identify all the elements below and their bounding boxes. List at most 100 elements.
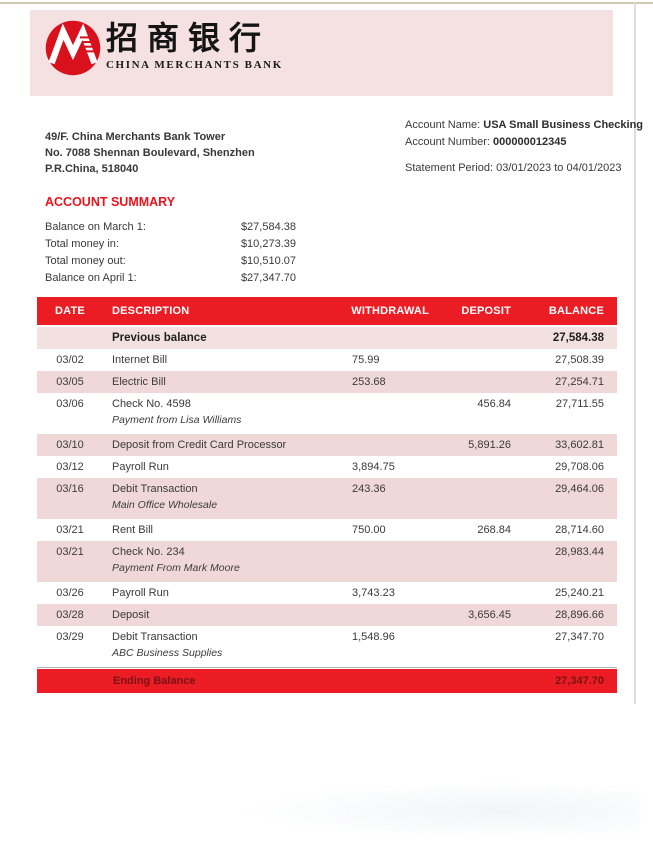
summary-row: Total money in: $10,273.39 <box>45 236 296 253</box>
table-row: 03/21 Check No. 234 Payment From Mark Mo… <box>37 541 617 582</box>
cell-withdrawal: 750.00 <box>352 524 386 536</box>
cell-deposit <box>437 478 515 519</box>
cell-deposit <box>437 582 515 604</box>
cell-date: 03/05 <box>56 376 84 388</box>
cell-withdrawal: 253.68 <box>352 376 386 388</box>
previous-balance-value: 27,584.38 <box>552 332 604 344</box>
cell-withdrawal <box>345 434 437 456</box>
page-top-border <box>0 2 653 4</box>
cell-description: Deposit <box>112 609 150 621</box>
cell-balance: 28,983.44 <box>555 546 604 558</box>
cell-deposit <box>437 456 515 478</box>
account-summary: Balance on March 1: $27,584.38 Total mon… <box>45 219 296 287</box>
transactions-table: DATE DESCRIPTION WITHDRAWAL DEPOSIT BALA… <box>37 297 617 668</box>
cell-description-note: ABC Business Supplies <box>112 647 223 659</box>
cell-withdrawal <box>345 541 437 582</box>
cmb-logo-icon <box>45 20 101 76</box>
bank-name-chinese: 招商银行 <box>106 19 271 57</box>
header-deposit: DEPOSIT <box>437 297 515 327</box>
summary-label: Total money in: <box>45 238 119 250</box>
cell-balance: 28,714.60 <box>555 524 604 536</box>
cell-description: Debit Transaction <box>112 483 198 495</box>
account-name-value: USA Small Business Checking <box>483 119 644 131</box>
address-line: P.R.China, 518040 <box>45 163 139 175</box>
cell-date: 03/16 <box>56 483 84 495</box>
bank-names: 招商银行 CHINA MERCHANTS BANK <box>106 20 283 71</box>
ending-balance-value: 27,347.70 <box>555 675 604 687</box>
cell-withdrawal: 243.36 <box>352 483 386 495</box>
table-row: 03/05 Electric Bill 253.68 27,254.71 <box>37 371 617 393</box>
cell-withdrawal <box>345 393 437 434</box>
cell-description-note: Main Office Wholesale <box>112 499 218 511</box>
account-number-value: 000000012345 <box>493 135 567 148</box>
statement-period-value: 03/01/2023 to 04/01/2023 <box>496 162 622 174</box>
cell-deposit <box>437 626 515 668</box>
cell-date: 03/28 <box>56 609 84 621</box>
cell-description: Payroll Run <box>112 587 169 599</box>
cell-withdrawal <box>345 604 437 626</box>
previous-balance-label: Previous balance <box>112 332 207 344</box>
table-row: 03/06 Check No. 4598 Payment from Lisa W… <box>37 393 617 434</box>
address-line: 49/F. China Merchants Bank Tower <box>45 131 226 143</box>
summary-row: Balance on March 1: $27,584.38 <box>45 219 296 236</box>
cell-balance: 29,708.06 <box>555 461 604 473</box>
table-row: 03/28 Deposit 3,656.45 28,896.66 <box>37 604 617 626</box>
cell-balance: 25,240.21 <box>555 587 604 599</box>
account-name-label: Account Name: <box>405 119 481 131</box>
cell-deposit: 456.84 <box>477 398 511 410</box>
cell-deposit <box>437 541 515 582</box>
bank-header: 招商银行 CHINA MERCHANTS BANK <box>30 10 613 96</box>
table-row: 03/12 Payroll Run 3,894.75 29,708.06 <box>37 456 617 478</box>
summary-label: Balance on March 1: <box>45 221 146 233</box>
cell-deposit <box>437 371 515 393</box>
account-number-line: Account Number: 000000012345 <box>405 134 643 151</box>
cell-balance: 28,896.66 <box>555 609 604 621</box>
cell-description-note: Payment from Lisa Williams <box>112 414 242 426</box>
cell-withdrawal: 3,743.23 <box>352 587 395 599</box>
cell-date: 03/06 <box>56 398 84 410</box>
account-number-label: Account Number: <box>405 135 490 148</box>
header-date: DATE <box>37 297 103 327</box>
cell-balance: 27,254.71 <box>555 376 604 388</box>
header-description: DESCRIPTION <box>103 297 345 327</box>
summary-row: Balance on April 1: $27,347.70 <box>45 270 296 287</box>
summary-label: Balance on April 1: <box>45 272 137 284</box>
cell-deposit <box>437 349 515 371</box>
cell-deposit: 268.84 <box>477 524 511 536</box>
cell-date: 03/21 <box>56 546 84 558</box>
cell-description: Payroll Run <box>112 461 169 473</box>
cell-date: 03/26 <box>56 587 84 599</box>
cell-deposit: 5,891.26 <box>468 439 511 451</box>
statement-period-label: Statement Period: <box>405 162 494 174</box>
cell-withdrawal: 1,548.96 <box>345 626 437 668</box>
table-row: 03/29 Debit Transaction ABC Business Sup… <box>37 626 617 668</box>
cell-date: 03/21 <box>56 524 84 536</box>
cell-description: Electric Bill <box>112 376 166 388</box>
address-line: No. 7088 Shennan Boulevard, Shenzhen <box>45 147 255 159</box>
watermark-smudge <box>240 782 640 834</box>
header-balance: BALANCE <box>515 297 617 327</box>
cell-date: 03/29 <box>37 626 103 668</box>
cell-date: 03/12 <box>56 461 84 473</box>
cell-description-note: Payment From Mark Moore <box>112 562 240 574</box>
summary-label: Total money out: <box>45 255 126 267</box>
cell-withdrawal: 75.99 <box>352 354 380 366</box>
bank-address: 49/F. China Merchants Bank Tower No. 708… <box>45 129 255 177</box>
bank-name-english: CHINA MERCHANTS BANK <box>106 59 283 71</box>
table-header-row: DATE DESCRIPTION WITHDRAWAL DEPOSIT BALA… <box>37 297 617 327</box>
table-row: 03/02 Internet Bill 75.99 27,508.39 <box>37 349 617 371</box>
ending-balance-label: Ending Balance <box>113 675 196 687</box>
cell-balance: 33,602.81 <box>555 439 604 451</box>
summary-value: $10,510.07 <box>240 255 296 267</box>
table-row: 03/16 Debit Transaction Main Office Whol… <box>37 478 617 519</box>
cell-balance: 27,711.55 <box>555 398 604 410</box>
cell-description: Rent Bill <box>112 524 153 536</box>
page-right-border <box>634 3 636 704</box>
account-name-line: Account Name: USA Small Business Checkin… <box>405 117 643 134</box>
account-info: Account Name: USA Small Business Checkin… <box>405 117 643 177</box>
summary-row: Total money out: $10,510.07 <box>45 253 296 270</box>
previous-balance-row: Previous balance 27,584.38 <box>37 326 617 349</box>
cell-description: Check No. 234 <box>112 546 185 558</box>
cell-description: Internet Bill <box>112 354 168 366</box>
